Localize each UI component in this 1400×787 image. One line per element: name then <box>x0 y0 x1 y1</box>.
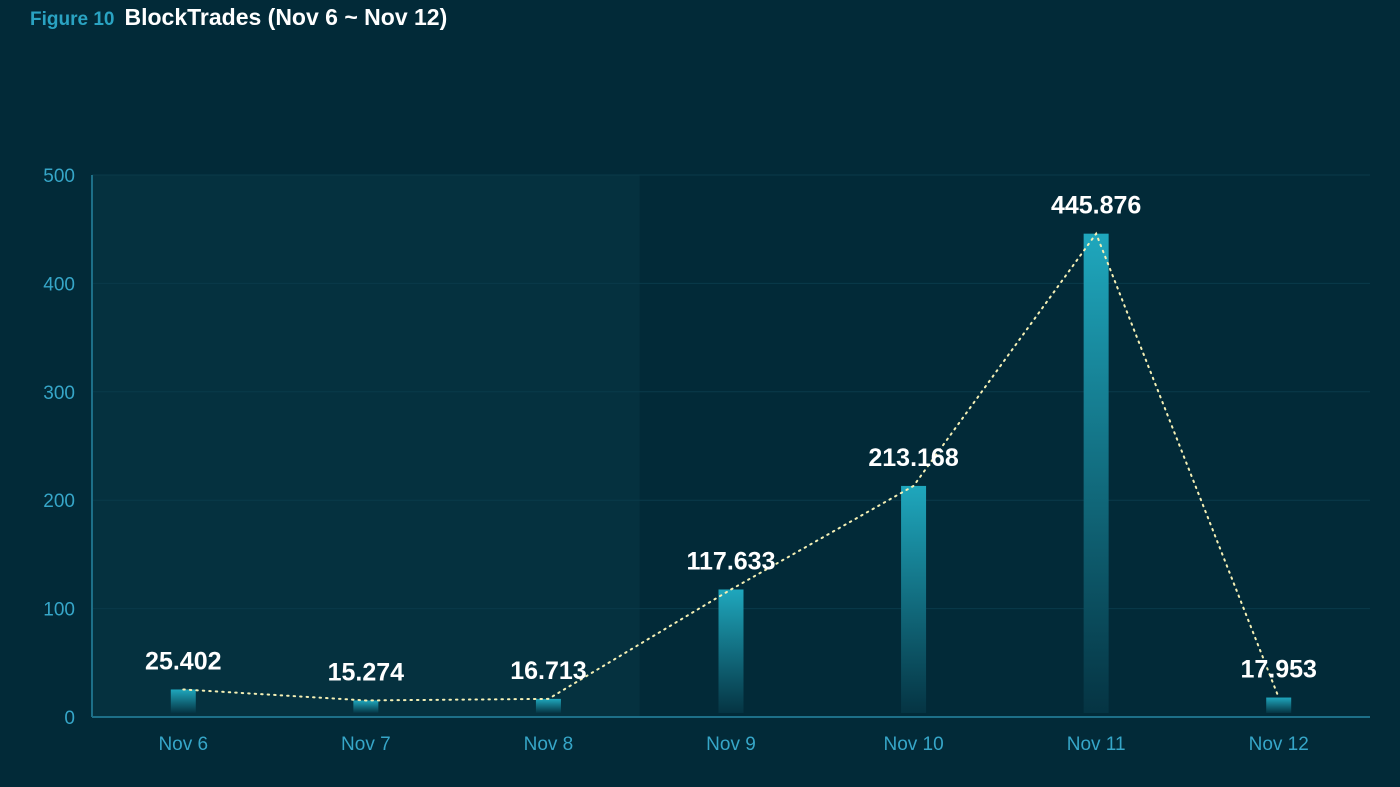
data-label: 15.274 <box>328 658 405 686</box>
chart-header: Figure 10 BlockTrades (Nov 6 ~ Nov 12) <box>30 4 447 34</box>
x-tick-label: Nov 6 <box>158 734 208 755</box>
bar <box>170 689 196 713</box>
data-label: 445.876 <box>1051 192 1141 220</box>
bar <box>718 589 744 713</box>
data-label: 117.633 <box>687 547 776 575</box>
y-tick-label: 500 <box>43 166 75 187</box>
trend-line <box>182 231 1280 702</box>
bar <box>1083 233 1109 713</box>
highlight-band <box>92 175 640 717</box>
x-tick-label: Nov 8 <box>524 734 574 755</box>
x-tick-label: Nov 12 <box>1249 734 1309 755</box>
bar <box>353 700 379 713</box>
y-tick-label: 0 <box>64 708 75 729</box>
x-tick-label: Nov 9 <box>706 734 756 755</box>
bar <box>901 485 927 713</box>
x-tick-label: Nov 7 <box>341 734 391 755</box>
figure-label: Figure 10 <box>30 9 115 30</box>
data-label: 213.168 <box>868 444 958 472</box>
data-label: 16.713 <box>510 657 586 685</box>
bar <box>1266 697 1292 713</box>
chart-title: BlockTrades (Nov 6 ~ Nov 12) <box>124 4 448 30</box>
x-tick-label: Nov 10 <box>883 734 943 755</box>
y-tick-label: 200 <box>43 491 75 512</box>
y-tick-label: 400 <box>43 274 75 295</box>
data-label: 17.953 <box>1240 656 1316 684</box>
y-tick-label: 300 <box>43 383 75 404</box>
data-label: 25.402 <box>145 647 221 675</box>
x-tick-label: Nov 11 <box>1067 734 1126 755</box>
y-tick-label: 100 <box>43 600 75 621</box>
bar <box>535 698 561 713</box>
